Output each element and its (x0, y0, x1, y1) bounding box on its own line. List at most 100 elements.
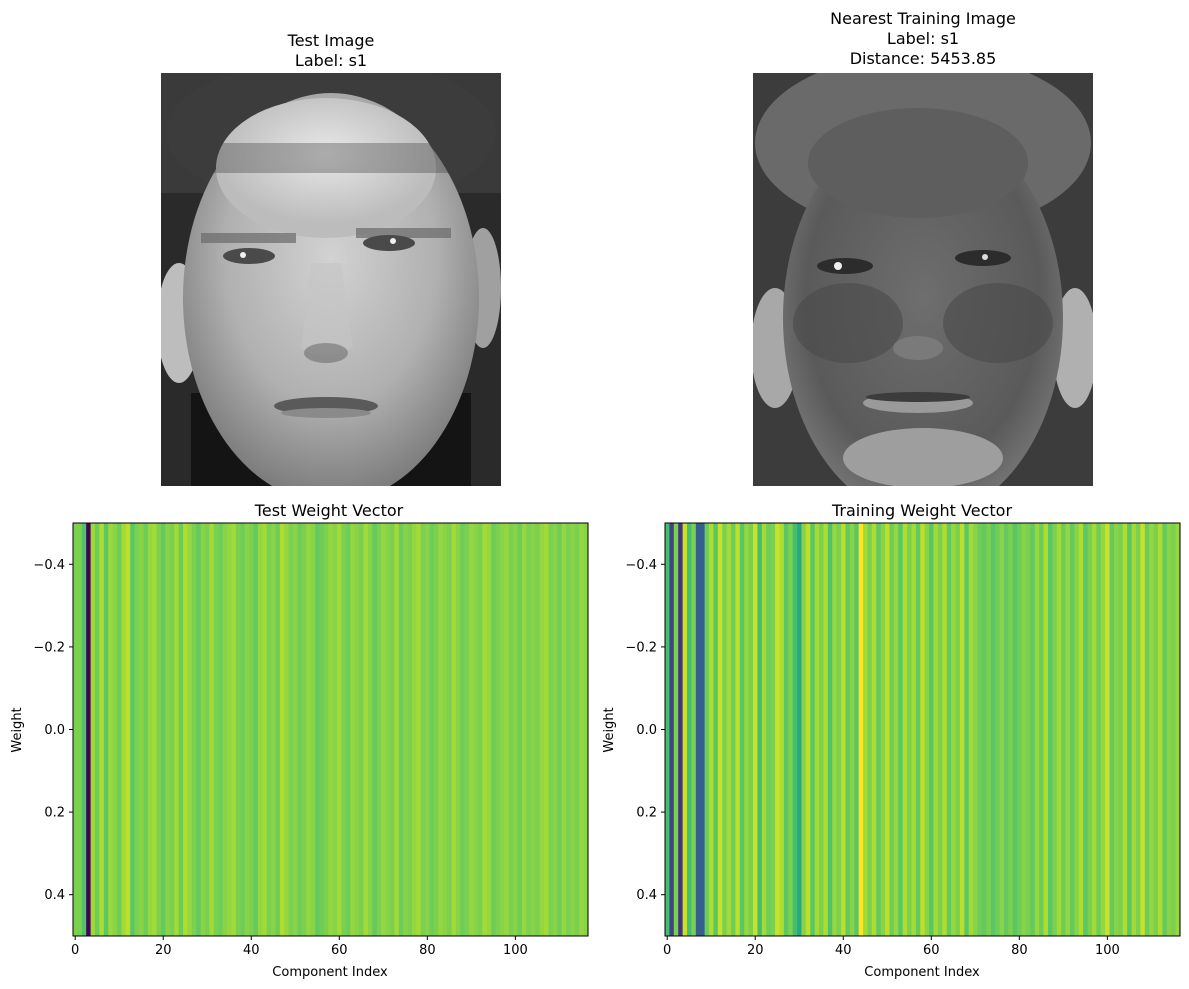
heatmap-cell (673, 523, 679, 936)
heatmap-cell (253, 523, 259, 936)
x-tick-label: 0 (663, 943, 671, 958)
test-face-image (161, 73, 501, 486)
heatmap-cell (460, 523, 466, 936)
heatmap-cell (543, 523, 549, 936)
heatmap-cell (403, 523, 409, 936)
heatmap-cells (665, 523, 1181, 936)
heatmap-cell (394, 523, 400, 936)
heatmap-cell (508, 523, 514, 936)
heatmap-cell (464, 523, 470, 936)
heatmap-cell (491, 523, 497, 936)
heatmap-cell (1171, 523, 1177, 936)
heatmap-cell (792, 523, 798, 936)
heatmap-cell (73, 523, 79, 936)
training-weight-heatmap-chart: Training Weight Vector 0 20 40 60 80 100 −0.4… (602, 501, 1181, 980)
heatmap-cell (1162, 523, 1168, 936)
heatmap-cell (574, 523, 580, 936)
chart-title: Training Weight Vector (831, 501, 1012, 520)
heatmap-cell (748, 523, 754, 936)
heatmap-cell (1012, 523, 1018, 936)
heatmap-cell (257, 523, 263, 936)
heatmap-cell (130, 523, 136, 936)
heatmap-cell (570, 523, 576, 936)
heatmap-cell (951, 523, 957, 936)
heatmap-cell (788, 523, 794, 936)
heatmap-cell (1122, 523, 1128, 936)
heatmap-cell (1166, 523, 1172, 936)
heatmap-cell (1083, 523, 1089, 936)
heatmap-cell (1153, 523, 1159, 936)
heatmap-cell (535, 523, 541, 936)
heatmap-cell (323, 523, 329, 936)
heatmap-cell (363, 523, 369, 936)
nearest-image-title-block: Nearest Training Image Label: s1 Distanc… (753, 9, 1093, 69)
nearest-image-title: Nearest Training Image (830, 9, 1016, 28)
heatmap-cell (108, 523, 114, 936)
heatmap-cell (271, 523, 277, 936)
heatmap-cell (341, 523, 347, 936)
heatmap-cell (1105, 523, 1111, 936)
heatmap-cell (805, 523, 811, 936)
heatmap-cell (717, 523, 723, 936)
heatmap-cell (367, 523, 373, 936)
heatmap-cell (161, 523, 167, 936)
heatmap-cell (981, 523, 987, 936)
heatmap-cell (669, 523, 675, 936)
heatmap-cell (929, 523, 935, 936)
heatmap-cell (521, 523, 527, 936)
heatmap-cell (819, 523, 825, 936)
heatmap-cell (139, 523, 145, 936)
heatmap-cell (1061, 523, 1067, 936)
heatmap-cell (823, 523, 829, 936)
x-tick-label: 20 (747, 943, 764, 958)
heatmap-cell (920, 523, 926, 936)
heatmap-cell (665, 523, 671, 936)
heatmap-cell (836, 523, 842, 936)
heatmap-cell (902, 523, 908, 936)
heatmap-cell (854, 523, 860, 936)
heatmap-cell (539, 523, 545, 936)
heatmap-cell (810, 523, 816, 936)
heatmap-cell (381, 523, 387, 936)
heatmap-cell (530, 523, 536, 936)
heatmap-cell (1100, 523, 1106, 936)
heatmap-cell (1149, 523, 1155, 936)
heatmap-cell (1039, 523, 1045, 936)
heatmap-cell (1135, 523, 1141, 936)
heatmap-cell (999, 523, 1005, 936)
heatmap-cell (350, 523, 356, 936)
heatmap-cell (1069, 523, 1075, 936)
heatmap-cell (1017, 523, 1023, 936)
x-tick-label: 0 (71, 943, 79, 958)
heatmap-cell (240, 523, 246, 936)
heatmap-cell (849, 523, 855, 936)
heatmap-cell (797, 523, 803, 936)
heatmap-cell (337, 523, 343, 936)
x-tick-label: 20 (155, 943, 172, 958)
heatmap-cell (165, 523, 171, 936)
heatmap-cell (183, 523, 189, 936)
y-tick-label: 0.2 (44, 806, 65, 821)
heatmap-cell (1047, 523, 1053, 936)
x-axis-label: Component Index (864, 965, 980, 980)
heatmap-cell (407, 523, 413, 936)
heatmap-cell (345, 523, 351, 936)
heatmap-cell (1078, 523, 1084, 936)
heatmap-cell (526, 523, 532, 936)
heatmap-cell (1056, 523, 1062, 936)
heatmap-cell (438, 523, 444, 936)
x-tick-label: 40 (835, 943, 852, 958)
x-tick-label: 80 (1011, 943, 1028, 958)
heatmap-cell (735, 523, 741, 936)
heatmap-cell (517, 523, 523, 936)
test-face-drawing (161, 73, 501, 486)
heatmap-cell (284, 523, 290, 936)
heatmap-cell (691, 523, 697, 936)
x-tick-label: 100 (503, 943, 528, 958)
heatmap-cell (1175, 523, 1181, 936)
heatmap-cell (442, 523, 448, 936)
heatmap-cell (761, 523, 767, 936)
heatmap-cell (169, 523, 175, 936)
chart-title: Test Weight Vector (254, 501, 404, 520)
heatmap-cell (995, 523, 1001, 936)
